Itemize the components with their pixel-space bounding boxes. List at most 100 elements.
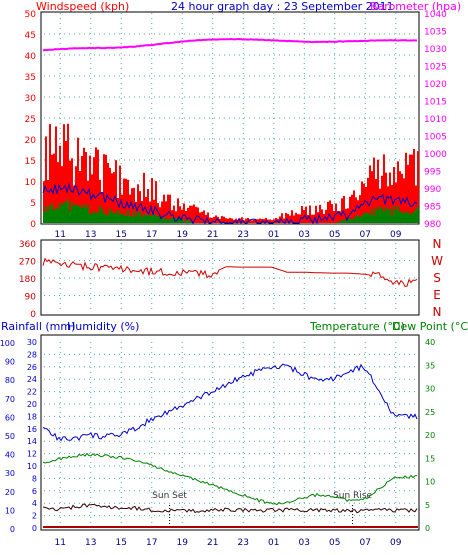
- windspeed-bar: [369, 165, 371, 223]
- windspeed-bar: [319, 204, 321, 223]
- humidity-tick-label: 40: [5, 451, 15, 460]
- average-wind-bar: [341, 220, 343, 223]
- windspeed-bar: [63, 124, 65, 223]
- average-wind-bar: [395, 209, 397, 223]
- average-wind-bar: [79, 205, 81, 223]
- time-tick-label: 11: [55, 538, 66, 548]
- windspeed-bar: [379, 188, 381, 223]
- temperature-tick-label: 15: [425, 454, 435, 463]
- windspeed-bar: [415, 185, 417, 223]
- windspeed-bar: [223, 216, 225, 223]
- windspeed-bar: [163, 194, 165, 223]
- direction-tick-label: 0: [30, 310, 36, 320]
- average-wind-bar: [105, 214, 107, 223]
- average-wind-bar: [131, 216, 133, 223]
- windspeed-bar: [107, 162, 109, 223]
- temperature-tick-label: 40: [425, 338, 435, 347]
- average-wind-bar: [51, 203, 53, 223]
- rainfall-tick-label: 26: [27, 363, 37, 372]
- humidity-tick-label: 90: [5, 358, 15, 367]
- average-wind-bar: [91, 213, 93, 223]
- windspeed-bar: [397, 161, 399, 223]
- windspeed-bar: [259, 218, 261, 223]
- average-wind-bar: [149, 215, 151, 223]
- windspeed-bar: [209, 217, 211, 223]
- windspeed-bar: [143, 172, 145, 223]
- direction-grid: [44, 243, 418, 313]
- rainfall-axis-title: Rainfall (mm): [1, 320, 75, 333]
- windspeed-bar: [331, 204, 333, 223]
- dewpoint-axis-title: Dew Point (°C): [392, 320, 468, 333]
- windspeed-bar: [129, 194, 131, 223]
- windspeed-tick-label: 10: [25, 178, 37, 188]
- windspeed-bar: [247, 217, 249, 223]
- temperature-line: [42, 452, 418, 506]
- windspeed-bar: [341, 198, 343, 223]
- average-wind-bar: [107, 214, 109, 223]
- windspeed-bar: [251, 220, 253, 223]
- windspeed-bar: [315, 205, 317, 223]
- time-tick-label: 17: [146, 230, 157, 240]
- humidity-tick-label: 100: [0, 339, 15, 348]
- windspeed-bar: [361, 181, 363, 223]
- rainfall-tick-label: 12: [27, 450, 37, 459]
- barometer-line: [42, 37, 418, 52]
- windspeed-bar: [275, 217, 277, 223]
- rainfall-tick-label: 14: [27, 437, 37, 446]
- time-tick-label: 03: [299, 538, 310, 548]
- windspeed-bar: [61, 166, 63, 223]
- average-wind-bar: [181, 218, 183, 223]
- average-wind-bar: [167, 219, 169, 223]
- windspeed-axis-title: Windspeed (kph): [36, 0, 129, 13]
- average-wind-bar: [115, 213, 117, 223]
- barometer-tick-label: 1005: [424, 133, 447, 143]
- windspeed-bar: [307, 214, 309, 223]
- windspeed-bar: [365, 186, 367, 223]
- windspeed-bar: [149, 201, 151, 223]
- average-wind-bar: [339, 221, 341, 223]
- windspeed-bar: [109, 167, 111, 223]
- windspeed-bar: [409, 154, 411, 223]
- average-wind-bar: [109, 208, 111, 223]
- windspeed-bar: [229, 217, 231, 223]
- rainfall-tick-label: 6: [32, 487, 37, 496]
- average-wind-bar: [57, 208, 59, 223]
- average-wind-bar: [97, 212, 99, 223]
- windspeed-bar: [351, 194, 353, 223]
- average-wind-bar: [411, 213, 413, 223]
- humidity-tick-label: 30: [5, 469, 15, 478]
- windspeed-bar: [157, 203, 159, 223]
- windspeed-bar: [401, 173, 403, 223]
- windspeed-bar: [115, 160, 117, 223]
- barometer-tick-label: 1030: [424, 45, 447, 55]
- windspeed-bar: [65, 140, 67, 223]
- windspeed-bar: [325, 209, 327, 223]
- temperature-tick-label: 35: [425, 361, 435, 370]
- time-tick-label: 21: [207, 230, 218, 240]
- windspeed-tick-label: 5: [30, 199, 36, 209]
- time-tick-label: 15: [116, 538, 127, 548]
- rainfall-tick-label: 24: [27, 375, 37, 384]
- windspeed-bar: [241, 217, 243, 223]
- average-wind-bar: [113, 213, 115, 223]
- average-wind-bar: [123, 214, 125, 223]
- windspeed-bar: [385, 172, 387, 223]
- windspeed-bar: [123, 178, 125, 223]
- windspeed-bar: [329, 200, 331, 223]
- windspeed-bar: [391, 184, 393, 223]
- temperature-axis-title: Temperature (°C): [309, 320, 405, 333]
- windspeed-bar: [111, 173, 113, 223]
- windspeed-bar: [189, 205, 191, 223]
- windspeed-bar: [121, 194, 123, 223]
- average-wind-bar: [349, 218, 351, 223]
- windspeed-bar: [381, 175, 383, 223]
- windspeed-bar: [69, 160, 71, 223]
- windspeed-bar: [203, 210, 205, 223]
- windspeed-bar: [295, 212, 297, 223]
- windspeed-bar: [399, 171, 401, 223]
- windspeed-bar: [79, 170, 81, 223]
- windspeed-bar: [291, 210, 293, 223]
- average-wind-bar: [141, 216, 143, 223]
- windspeed-bar: [207, 212, 209, 223]
